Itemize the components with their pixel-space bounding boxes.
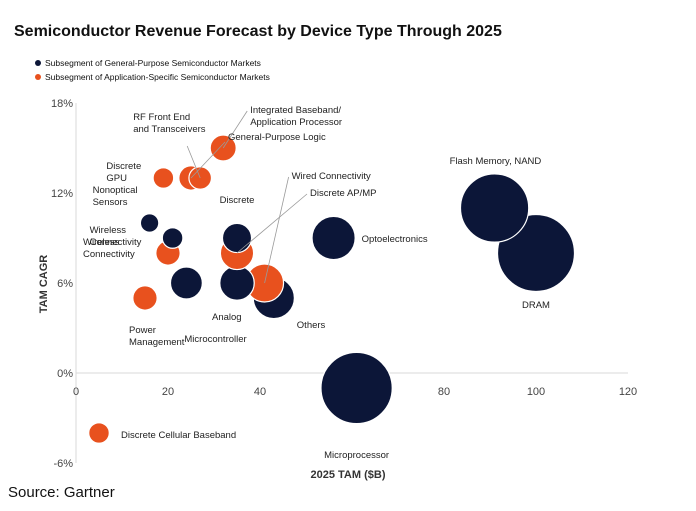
bubble-label: DRAM xyxy=(522,300,550,311)
x-axis-title: 2025 TAM ($B) xyxy=(311,469,386,481)
bubble: Power Management xyxy=(132,285,158,311)
y-tick-label: 18% xyxy=(51,98,73,110)
legend: Subsegment of General-Purpose Semiconduc… xyxy=(35,58,270,82)
x-tick-label: 20 xyxy=(162,386,174,398)
bubble-label: Nonoptical Sensors xyxy=(93,185,138,208)
legend-label-application: Subsegment of Application-Specific Semic… xyxy=(45,72,270,82)
legend-label-general: Subsegment of General-Purpose Semiconduc… xyxy=(45,58,261,68)
bubble: Discrete GPU xyxy=(152,167,175,189)
bubble-label: Wireless Connectivity xyxy=(83,237,135,260)
bubble-label: Flash Memory, NAND xyxy=(450,156,542,167)
bubble: Flash Memory, NAND xyxy=(459,173,530,243)
bubble-label: Discrete AP/MP xyxy=(310,188,377,199)
bubble-label: Microprocessor xyxy=(324,450,389,461)
bubble-label: Integrated Baseband/Application Processo… xyxy=(250,105,342,128)
bubble-label: General-Purpose Logic xyxy=(228,132,326,143)
bubble: Microcontroller xyxy=(169,266,203,300)
bubble-label: Optoelectronics xyxy=(362,234,428,245)
bubble: Discrete Cellular Baseband xyxy=(88,422,110,444)
x-tick-label: 0 xyxy=(73,386,79,398)
source-note: Source: Gartner xyxy=(8,484,115,501)
leader-line xyxy=(190,141,226,179)
y-tick-label: 6% xyxy=(57,278,73,290)
bubble: Analog xyxy=(219,265,255,301)
bubble: Discrete xyxy=(221,222,253,254)
y-tick-label: 12% xyxy=(51,188,73,200)
leader-line xyxy=(236,193,308,254)
bubbles: DRAM Microprocessor Flash Memory, NAND Opto… xyxy=(88,134,576,444)
x-tick-label: 80 xyxy=(438,386,450,398)
leader-line xyxy=(264,176,289,284)
bubble-label: Wireless Connectivity xyxy=(90,225,142,248)
legend-marker-application xyxy=(35,74,41,80)
bubble: Wireless Connectivity xyxy=(161,227,184,249)
y-axis-title: TAM CAGR xyxy=(38,255,50,314)
bubble-label: Discrete GPU xyxy=(106,161,141,184)
axes: 020406080100120-6%0%6%12%18% xyxy=(51,98,637,470)
x-tick-label: 120 xyxy=(619,386,637,398)
bubble: Optoelectronics xyxy=(311,215,356,261)
y-tick-label: -6% xyxy=(53,458,73,470)
x-tick-label: 100 xyxy=(527,386,545,398)
bubble-label: Others xyxy=(297,320,326,331)
bubble-label: Discrete Cellular Baseband xyxy=(121,430,236,441)
leader-line xyxy=(222,110,248,149)
bubble-label: RF Front End and Transceivers xyxy=(133,112,206,135)
bubble: Nonoptical Sensors xyxy=(139,213,160,233)
chart-title: Semiconductor Revenue Forecast by Device… xyxy=(14,23,502,40)
y-tick-label: 0% xyxy=(57,368,73,380)
bubble-label: Wired Connectivity xyxy=(292,171,371,182)
bubble-label: Microcontroller xyxy=(184,334,246,345)
bubble-label: Power Management xyxy=(129,325,185,348)
leader-lines xyxy=(186,110,308,284)
bubble-label: Analog xyxy=(212,312,242,323)
bubble-labels: Microprocessor DRAM Flash Memory, NAND Opto… xyxy=(83,105,550,461)
x-tick-label: 40 xyxy=(254,386,266,398)
bubble-label: Discrete xyxy=(220,195,255,206)
legend-marker-general xyxy=(35,60,41,66)
leader-line xyxy=(186,145,201,179)
bubble: Microprocessor xyxy=(320,351,393,425)
